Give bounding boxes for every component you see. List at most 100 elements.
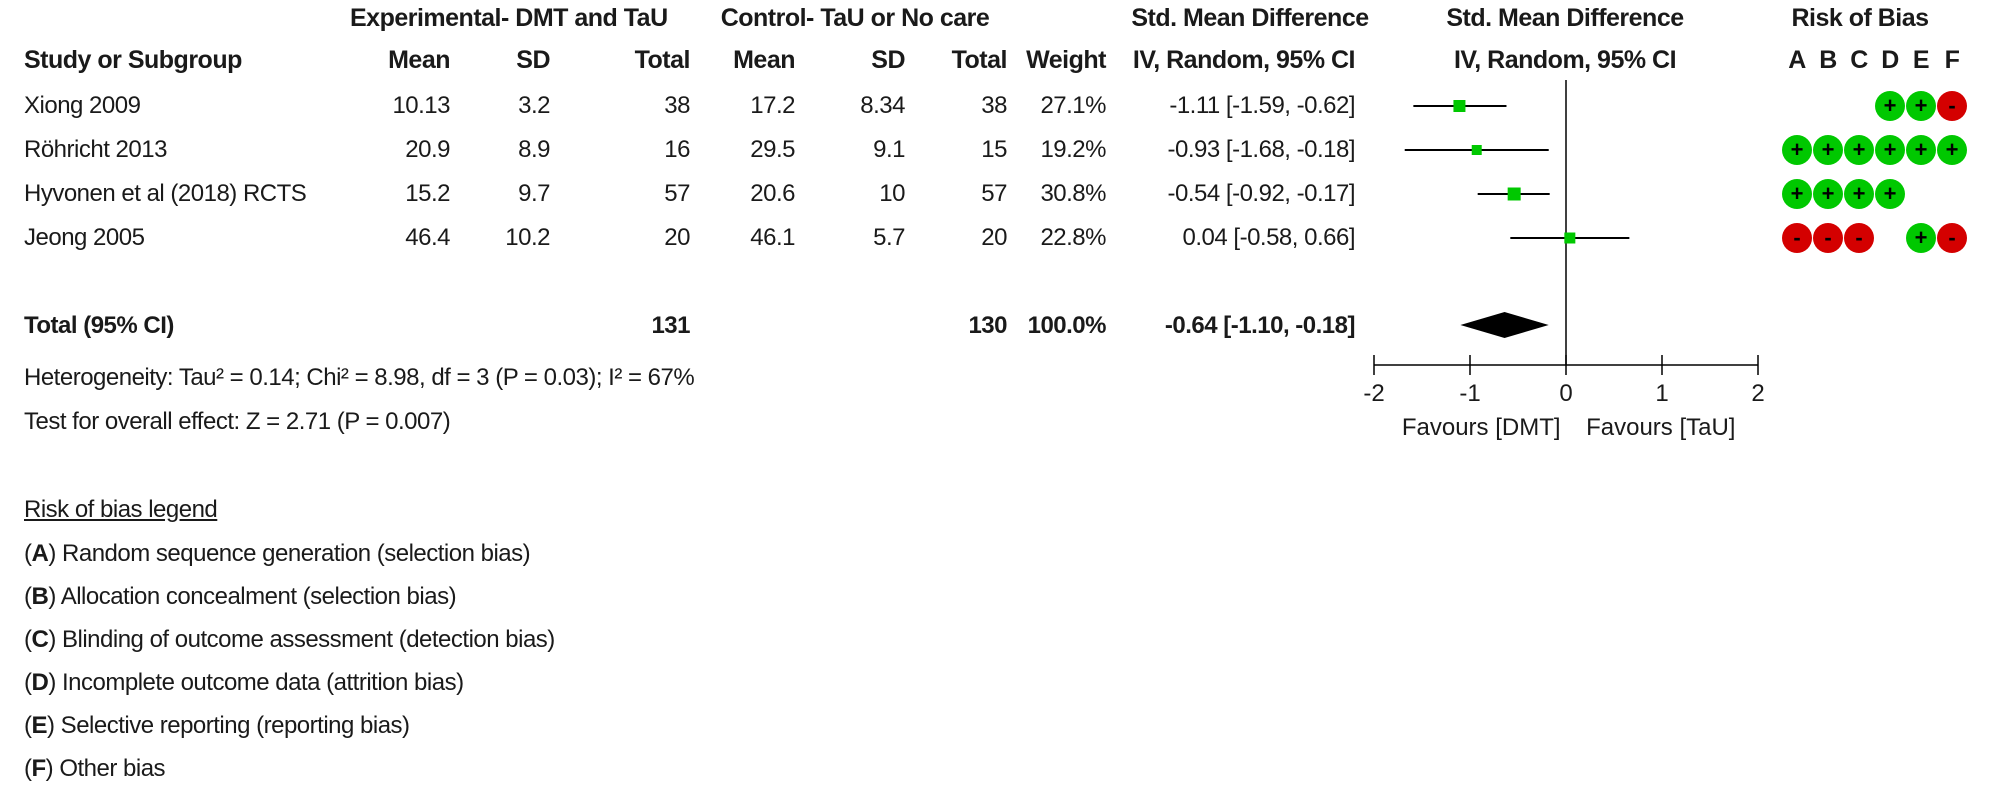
legend-key: A bbox=[31, 540, 49, 567]
overall-effect-text: Test for overall effect: Z = 2.71 (P = 0… bbox=[24, 408, 451, 435]
total-ctl: 130 bbox=[968, 312, 1007, 339]
exp-total: 20 bbox=[664, 224, 690, 251]
weight: 22.8% bbox=[1040, 224, 1106, 251]
effect-square bbox=[1471, 145, 1482, 155]
rob-letter: C bbox=[1850, 46, 1868, 74]
ctl-total: 15 bbox=[981, 136, 1007, 163]
ctl-mean-header: Mean bbox=[733, 46, 795, 74]
legend-text: Incomplete outcome data (attrition bias) bbox=[55, 669, 464, 696]
ctl-mean: 20.6 bbox=[750, 180, 795, 207]
total-weight: 100.0% bbox=[1027, 312, 1107, 339]
high-risk-marker: - bbox=[1782, 223, 1812, 253]
smd-text-header: Std. Mean Difference bbox=[1131, 4, 1369, 32]
exp-mean: 20.9 bbox=[405, 136, 450, 163]
low-risk-marker: + bbox=[1906, 135, 1936, 165]
ctl-total: 57 bbox=[981, 180, 1007, 207]
weight: 27.1% bbox=[1040, 92, 1106, 119]
legend-item: (C) Blinding of outcome assessment (dete… bbox=[24, 628, 555, 652]
exp-total: 16 bbox=[664, 136, 690, 163]
low-risk-marker: + bbox=[1906, 223, 1936, 253]
rob-letter: E bbox=[1912, 46, 1930, 74]
total-label: Total (95% CI) bbox=[24, 312, 174, 339]
low-risk-marker: + bbox=[1875, 135, 1905, 165]
smd-plot-header: Std. Mean Difference bbox=[1446, 4, 1684, 32]
ctl-mean: 17.2 bbox=[750, 92, 795, 119]
total-ci: -0.64 [-1.10, -0.18] bbox=[1164, 312, 1356, 339]
exp-mean-header: Mean bbox=[388, 46, 450, 74]
ctl-sd: 9.1 bbox=[873, 136, 905, 163]
favours-right-label: Favours [TaU] bbox=[1586, 414, 1735, 441]
rob-letter: B bbox=[1819, 46, 1837, 74]
low-risk-marker: + bbox=[1844, 179, 1874, 209]
study-name: Röhricht 2013 bbox=[24, 136, 167, 163]
legend-item: (D) Incomplete outcome data (attrition b… bbox=[24, 671, 464, 695]
high-risk-marker: - bbox=[1937, 91, 1967, 121]
low-risk-marker: + bbox=[1813, 135, 1843, 165]
legend-paren: ( bbox=[24, 583, 32, 610]
exp-sd: 3.2 bbox=[518, 92, 550, 119]
x-tick-label: -1 bbox=[1459, 380, 1480, 407]
legend-paren: ) bbox=[48, 626, 56, 653]
legend-paren: ( bbox=[24, 712, 32, 739]
legend-text: Allocation concealment (selection bias) bbox=[55, 583, 457, 610]
ci-text: 0.04 [-0.58, 0.66] bbox=[1182, 224, 1356, 251]
x-tick-label: 1 bbox=[1655, 380, 1668, 407]
legend-paren: ( bbox=[24, 669, 32, 696]
legend-key: B bbox=[31, 583, 49, 610]
legend-item: (F) Other bias bbox=[24, 755, 166, 782]
exp-sd: 8.9 bbox=[518, 136, 550, 163]
legend-key: C bbox=[31, 626, 49, 653]
ci-text: -0.93 [-1.68, -0.18] bbox=[1167, 136, 1356, 163]
control-group-header: Control- TaU or No care bbox=[720, 4, 990, 32]
exp-total: 38 bbox=[664, 92, 690, 119]
ctl-sd: 5.7 bbox=[873, 224, 905, 251]
legend-key: F bbox=[31, 755, 47, 782]
ctl-sd: 10 bbox=[879, 180, 905, 207]
legend-paren: ( bbox=[24, 626, 32, 653]
effect-square bbox=[1564, 232, 1576, 244]
effect-square bbox=[1453, 100, 1466, 112]
legend-paren: ) bbox=[45, 755, 54, 782]
legend-item: (B) Allocation concealment (selection bi… bbox=[24, 583, 457, 610]
legend-text: Blinding of outcome assessment (detectio… bbox=[55, 626, 555, 653]
pooled-diamond bbox=[1460, 312, 1549, 338]
legend-key: D bbox=[31, 669, 49, 696]
exp-sd: 10.2 bbox=[505, 224, 550, 251]
heterogeneity-text: Heterogeneity: Tau² = 0.14; Chi² = 8.98,… bbox=[24, 364, 695, 391]
study-name: Xiong 2009 bbox=[24, 92, 141, 119]
legend-key: E bbox=[31, 712, 48, 739]
ctl-sd-header: SD bbox=[871, 46, 905, 74]
low-risk-marker: + bbox=[1906, 91, 1936, 121]
low-risk-marker: + bbox=[1782, 179, 1812, 209]
high-risk-marker: - bbox=[1813, 223, 1843, 253]
method-plot-header: IV, Random, 95% CI bbox=[1453, 46, 1677, 74]
ctl-total-header: Total bbox=[951, 46, 1008, 74]
ctl-mean: 29.5 bbox=[750, 136, 795, 163]
study-name: Hyvonen et al (2018) RCTS bbox=[24, 180, 307, 207]
experimental-group-header: Experimental- DMT and TaU bbox=[350, 4, 668, 32]
method-text-header: IV, Random, 95% CI bbox=[1132, 46, 1356, 74]
exp-total: 57 bbox=[664, 180, 690, 207]
legend-text: Selective reporting (reporting bias) bbox=[54, 712, 410, 739]
exp-mean: 46.4 bbox=[405, 224, 450, 251]
high-risk-marker: - bbox=[1937, 223, 1967, 253]
weight-header: Weight bbox=[1026, 46, 1106, 74]
study-column-header: Study or Subgroup bbox=[24, 46, 242, 74]
legend-title: Risk of bias legend bbox=[24, 496, 218, 523]
exp-mean: 15.2 bbox=[405, 180, 450, 207]
x-tick-label: 2 bbox=[1751, 380, 1764, 407]
rob-letter: F bbox=[1944, 46, 1960, 74]
legend-paren: ) bbox=[48, 669, 56, 696]
ctl-mean: 46.1 bbox=[750, 224, 795, 251]
rob-letter: A bbox=[1788, 46, 1806, 74]
exp-total-header: Total bbox=[634, 46, 691, 74]
legend-paren: ) bbox=[47, 712, 55, 739]
legend-paren: ( bbox=[24, 540, 32, 567]
legend-item: (A) Random sequence generation (selectio… bbox=[24, 540, 531, 567]
ci-text: -1.11 [-1.59, -0.62] bbox=[1169, 92, 1355, 119]
effect-square bbox=[1507, 187, 1521, 201]
total-exp: 131 bbox=[651, 312, 690, 339]
legend-paren: ( bbox=[24, 755, 32, 782]
legend-paren: ) bbox=[48, 583, 56, 610]
x-tick-label: -2 bbox=[1363, 380, 1384, 407]
